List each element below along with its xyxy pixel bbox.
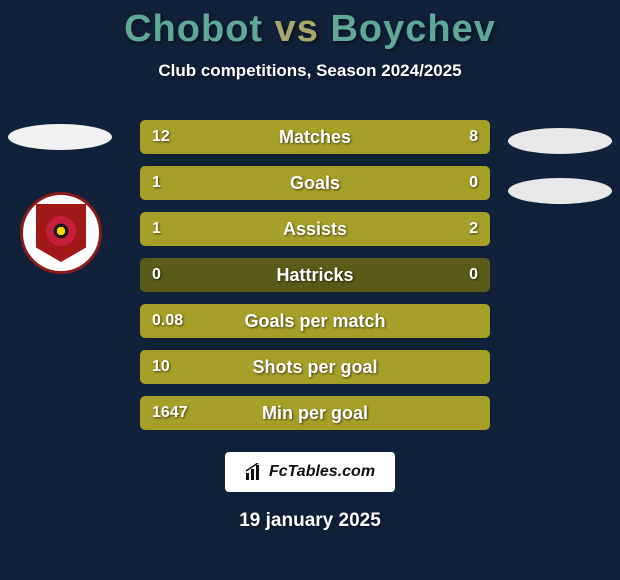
stat-label: Goals [140,173,490,194]
stat-value-left: 1 [152,174,161,192]
stat-label: Matches [140,127,490,148]
stats-bars: Matches128Goals10Assists12Hattricks00Goa… [140,120,490,442]
player1-name: Chobot [124,8,263,50]
stat-value-right: 8 [469,128,478,146]
stat-label: Hattricks [140,265,490,286]
stat-label: Min per goal [140,403,490,424]
footer-logo: FcTables.com [225,452,395,492]
stat-row: Matches12 8 [140,120,490,154]
flag-right2-icon [508,178,612,204]
vs-text: vs [275,8,319,50]
club-badge-flower-icon [46,216,76,246]
stat-row: Shots per goal10 [140,350,490,384]
stat-value-right: 0 [469,266,478,284]
stat-row: Goals1 0 [140,166,490,200]
stat-value-right: 2 [469,220,478,238]
stat-value-right: 0 [469,174,478,192]
chart-icon [245,463,263,481]
flag-left-icon [8,124,112,150]
club-badge-left [20,192,102,274]
stat-label: Assists [140,219,490,240]
stat-value-left: 0.08 [152,312,183,330]
stat-row: Min per goal1647 [140,396,490,430]
footer-date: 19 january 2025 [0,510,620,532]
footer-site: FcTables.com [269,463,375,481]
stat-value-left: 1 [152,220,161,238]
page-title: Chobot vs Boychev [0,0,620,51]
club-badge-shield-icon [36,204,86,262]
stat-row: Assists1 2 [140,212,490,246]
stat-value-left: 1647 [152,404,188,422]
flag-right-icon [508,128,612,154]
player2-name: Boychev [330,8,495,50]
stat-label: Shots per goal [140,357,490,378]
stat-label: Goals per match [140,311,490,332]
stat-row: Goals per match0.08 [140,304,490,338]
stat-value-left: 10 [152,358,170,376]
stat-row: Hattricks0 0 [140,258,490,292]
stat-value-left: 12 [152,128,170,146]
subtitle: Club competitions, Season 2024/2025 [0,61,620,81]
stat-value-left: 0 [152,266,161,284]
